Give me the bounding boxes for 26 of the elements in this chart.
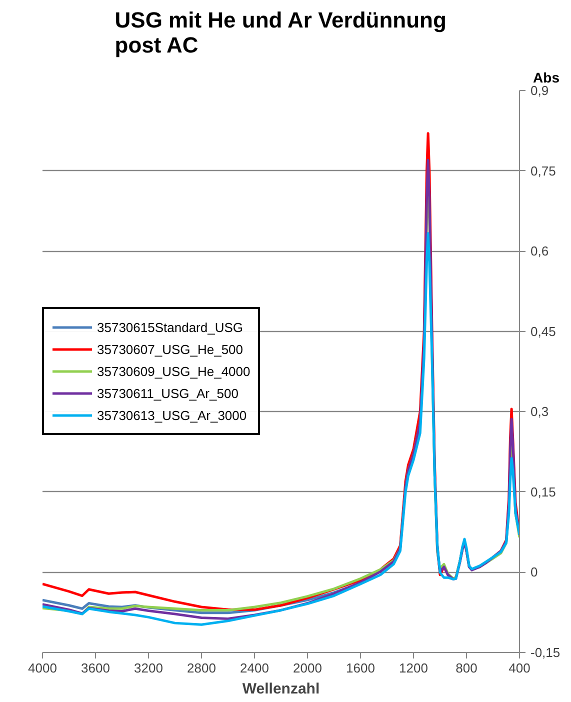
y-tick-label: 0,9 — [530, 83, 549, 98]
legend-label: 35730609_USG_He_4000 — [97, 364, 250, 378]
x-tick-label: 2000 — [293, 660, 322, 676]
x-tick-label: 3600 — [81, 660, 110, 676]
x-tick-label: 2800 — [187, 660, 216, 676]
x-tick-label: 2400 — [240, 660, 269, 676]
y-tick-label: -0,15 — [530, 645, 560, 660]
y-tick-label: 0,15 — [530, 484, 556, 500]
x-tick-label: 1600 — [346, 660, 375, 676]
legend-label: 35730613_USG_Ar_3000 — [97, 408, 247, 422]
x-tick-label: 4000 — [28, 660, 57, 676]
chart-title: USG mit He und Ar Verdünnung post AC — [114, 8, 446, 58]
legend-label: 35730615Standard_USG — [97, 320, 244, 334]
y-tick-label: 0,45 — [530, 324, 556, 339]
y-axis-title: Abs — [533, 70, 560, 86]
y-tick-label: 0,3 — [530, 404, 549, 420]
legend-label: 35730611_USG_Ar_500 — [97, 386, 238, 400]
x-tick-label: 400 — [508, 660, 530, 676]
y-tick-label: 0 — [530, 564, 538, 580]
x-tick-label: 1200 — [399, 660, 428, 676]
legend-label: 35730607_USG_He_500 — [97, 342, 244, 356]
x-axis-title: Wellenzahl — [242, 680, 320, 698]
y-tick-label: 0,75 — [530, 163, 556, 178]
x-tick-label: 800 — [456, 660, 478, 676]
x-tick-label: 3200 — [134, 660, 163, 676]
y-tick-label: 0,6 — [530, 244, 549, 259]
